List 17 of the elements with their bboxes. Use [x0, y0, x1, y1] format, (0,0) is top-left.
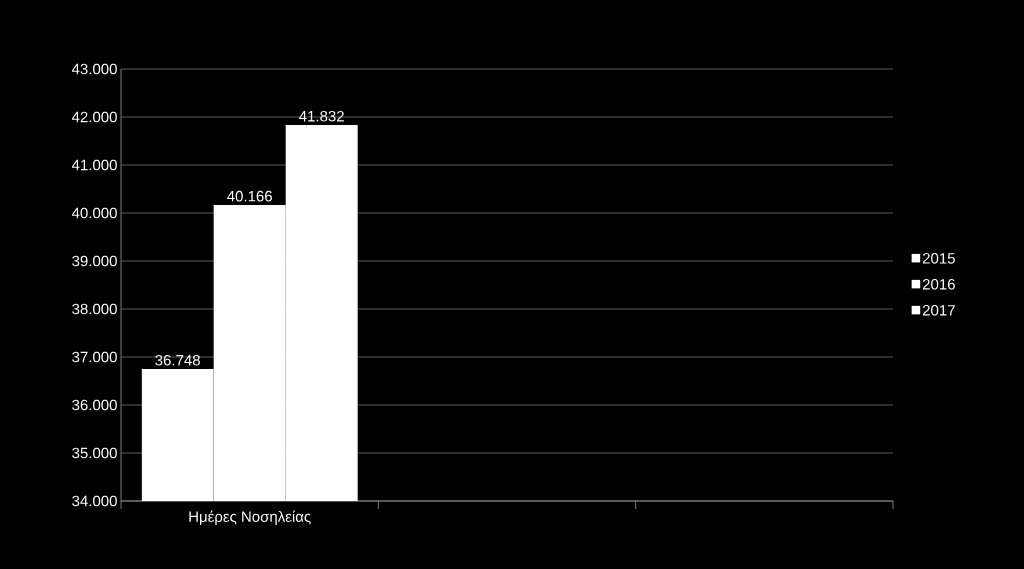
y-tick-label: 36.000: [72, 399, 117, 411]
y-tick-label: 38.000: [72, 303, 117, 315]
y-tick-label: 43.000: [71, 63, 117, 75]
y-tick-label: 40.000: [71, 207, 117, 219]
y-tick-label: 35.000: [72, 447, 117, 459]
y-tick-label: 41.000: [71, 159, 117, 171]
legend-label: 2016: [922, 279, 955, 290]
x-tick-label: Ημέρες Νοσηλείας: [189, 510, 311, 525]
data-label: 40.166: [227, 190, 272, 202]
y-tick-label: 37.000: [72, 351, 117, 363]
y-tick-label: 34.000: [72, 495, 117, 507]
legend-label: 2017: [922, 304, 955, 316]
y-tick-label: 42.000: [71, 111, 117, 123]
y-tick-label: 39.000: [72, 255, 117, 267]
data-label: 36.748: [155, 354, 200, 366]
legend-label: 2015: [922, 253, 955, 264]
data-label: 41.832: [299, 110, 344, 122]
